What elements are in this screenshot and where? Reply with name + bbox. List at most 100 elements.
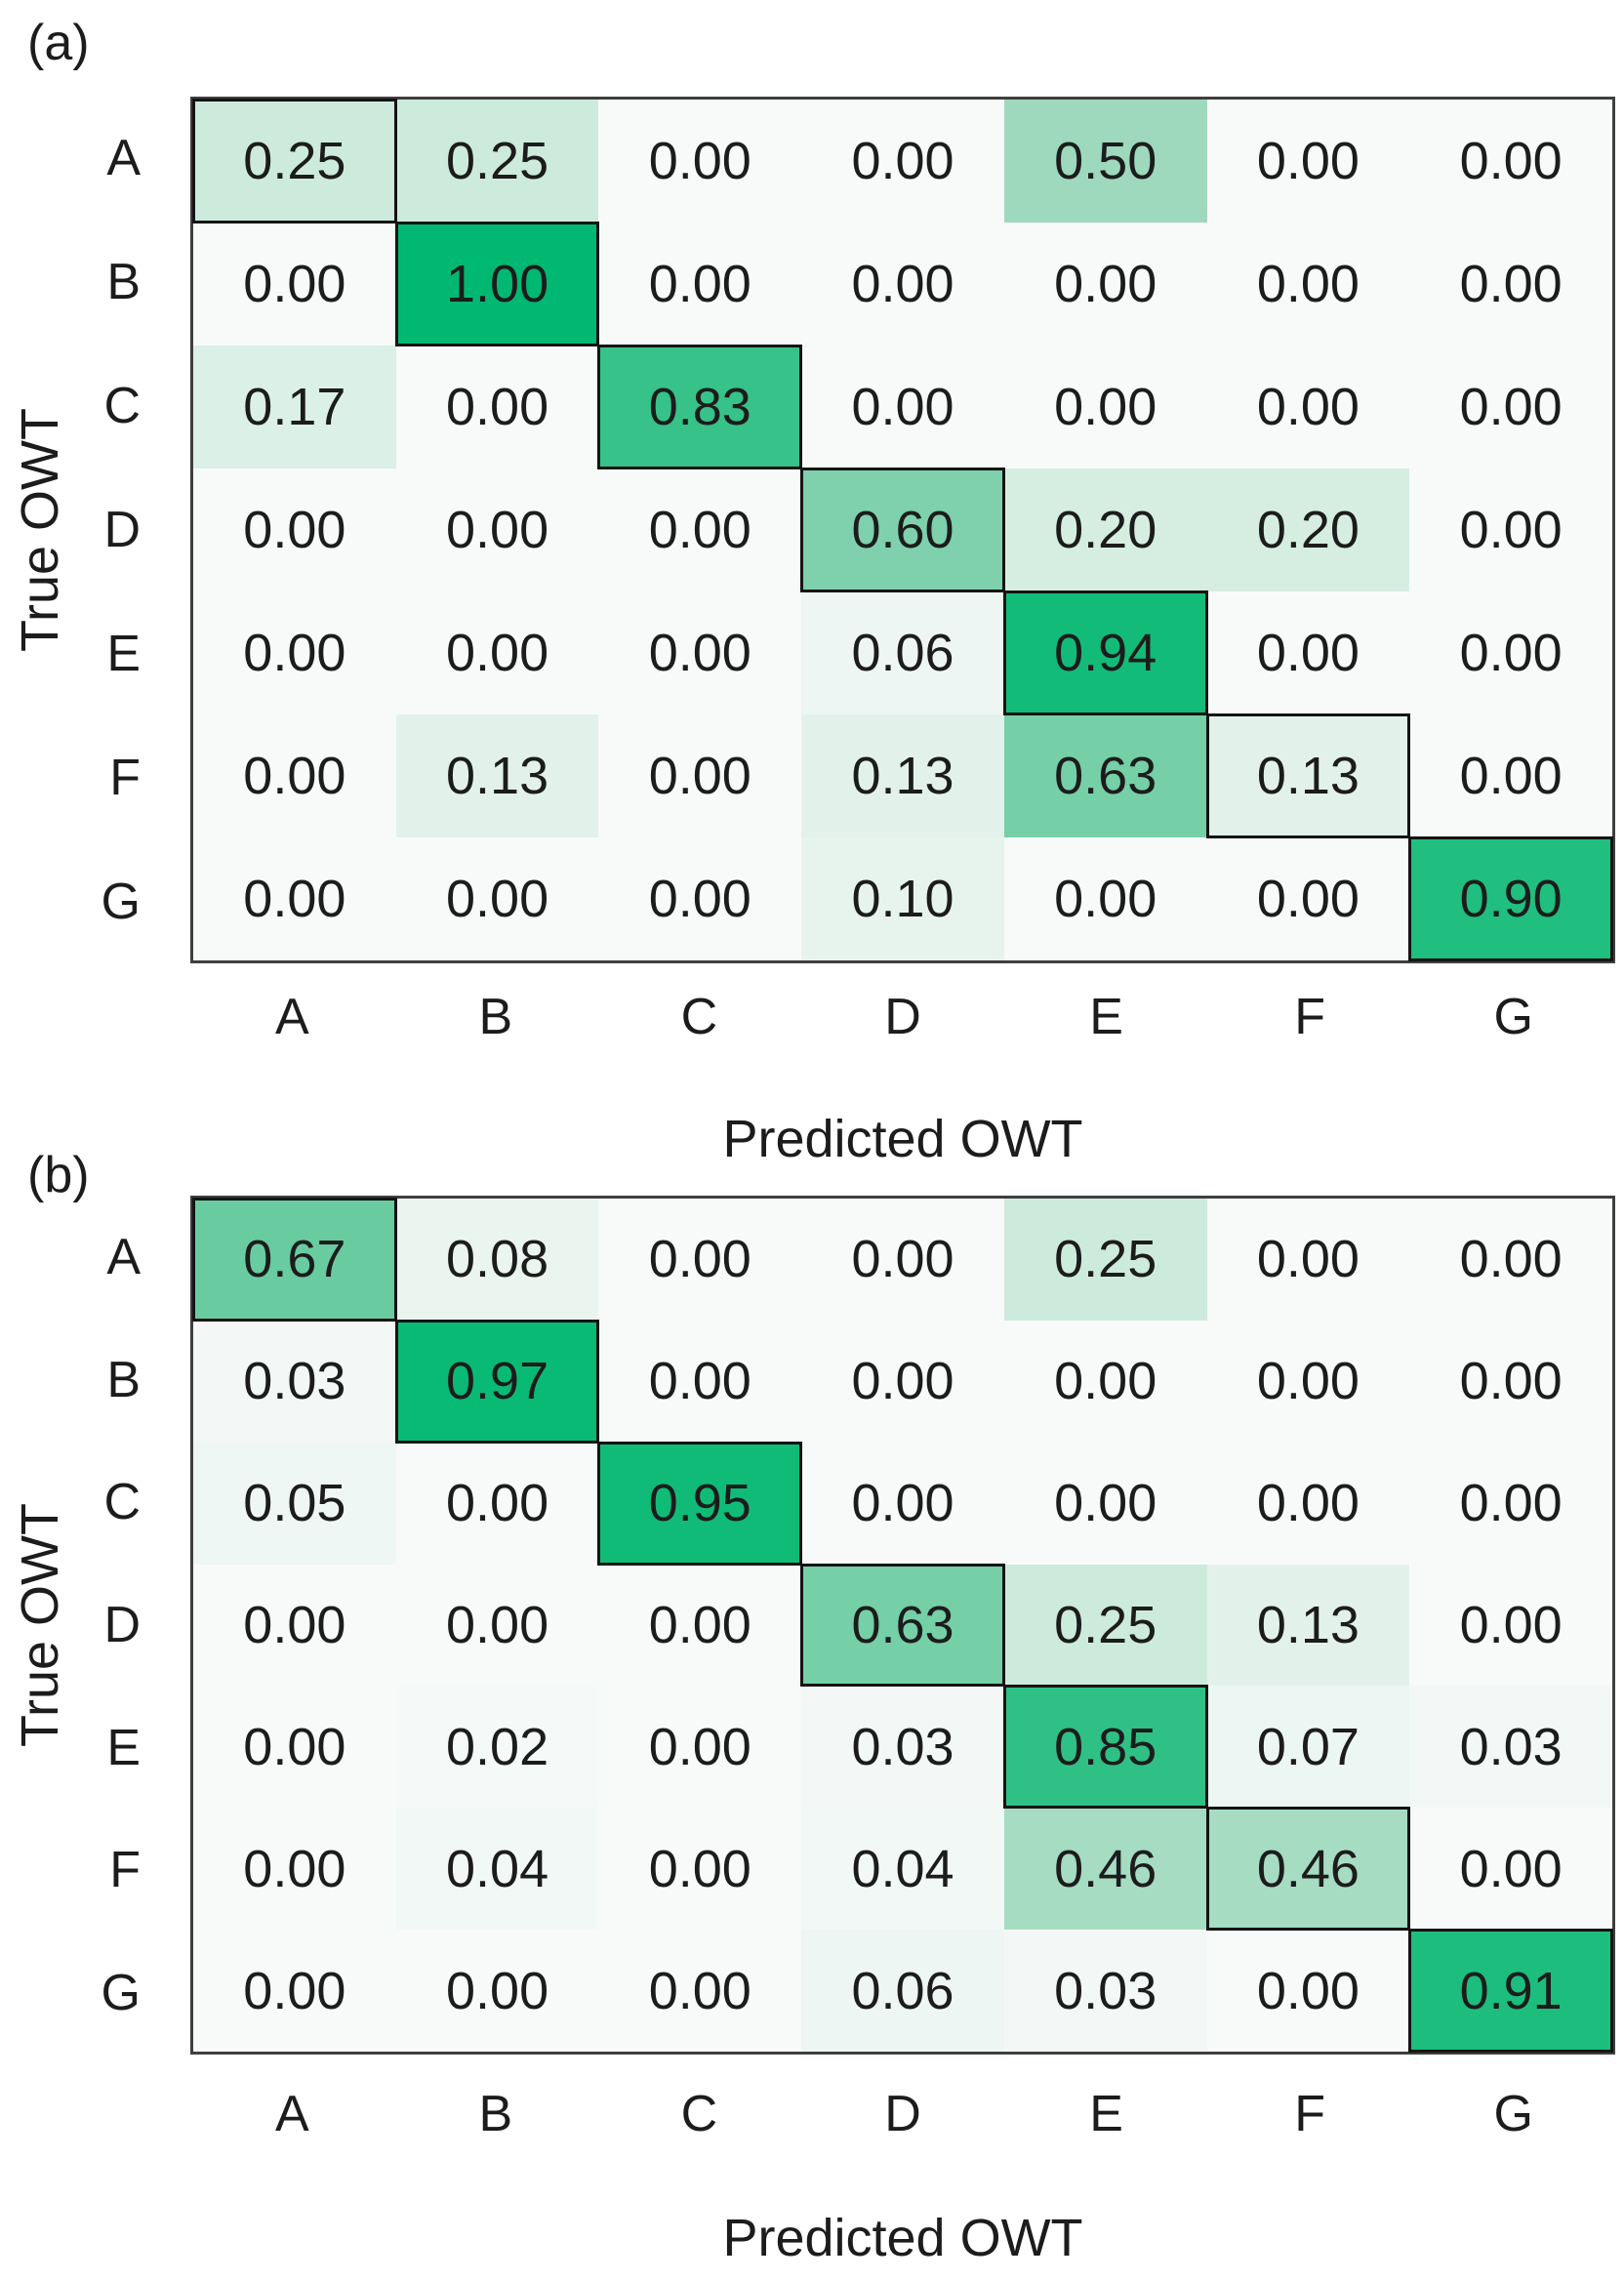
col-label-C: C <box>680 2086 718 2142</box>
matrix-cell-GC: 0.00 <box>598 1930 802 2052</box>
matrix-cell-EG: 0.03 <box>1409 1686 1612 1809</box>
matrix-cell-GE: 0.00 <box>1003 837 1207 960</box>
matrix-cell-DC: 0.00 <box>598 468 802 591</box>
matrix-cell-AA: 0.25 <box>192 99 397 224</box>
matrix-cell-DF: 0.13 <box>1206 1564 1410 1687</box>
matrix-cell-BC: 0.00 <box>598 223 802 346</box>
matrix-cell-DA: 0.00 <box>193 1564 396 1687</box>
row-label-D: D <box>103 502 141 558</box>
matrix-cell-DB: 0.00 <box>395 1564 599 1687</box>
matrix-cell-AF: 0.00 <box>1206 100 1410 223</box>
matrix-cell-GG: 0.90 <box>1408 836 1613 961</box>
matrix-cell-GD: 0.10 <box>801 837 1004 960</box>
matrix-cell-FA: 0.00 <box>193 1808 396 1931</box>
col-label-B: B <box>478 989 513 1045</box>
matrix-cell-CC: 0.95 <box>597 1441 803 1566</box>
panel-a-tag: (a) <box>27 15 90 71</box>
matrix-cell-CE: 0.00 <box>1003 1442 1207 1565</box>
matrix-cell-FF: 0.46 <box>1205 1807 1411 1932</box>
matrix-cell-FC: 0.00 <box>598 1808 802 1931</box>
matrix-cell-EA: 0.00 <box>193 591 396 714</box>
matrix-cell-ED: 0.06 <box>801 591 1004 714</box>
matrix-cell-BB: 0.97 <box>394 1319 600 1444</box>
matrix-cell-FC: 0.00 <box>598 714 802 837</box>
row-label-G: G <box>101 873 141 930</box>
matrix-cell-DG: 0.00 <box>1409 1564 1612 1687</box>
matrix-cell-CD: 0.00 <box>801 1442 1004 1565</box>
panel-a-row-labels: A B C D E F G <box>0 97 168 963</box>
matrix-cell-AB: 0.25 <box>395 100 599 223</box>
matrix-cell-BF: 0.00 <box>1206 223 1410 346</box>
row-label-B: B <box>106 1351 141 1408</box>
matrix-cell-FE: 0.46 <box>1003 1808 1207 1931</box>
matrix-cell-GF: 0.00 <box>1206 837 1410 960</box>
row-label-E: E <box>106 625 141 682</box>
panel-a-col-labels: A B C D E F G <box>190 980 1615 1054</box>
matrix-cell-GG: 0.91 <box>1408 1929 1613 2053</box>
col-label-F: F <box>1294 2086 1326 2142</box>
matrix-cell-ED: 0.03 <box>801 1686 1004 1809</box>
matrix-cell-AD: 0.00 <box>801 100 1004 223</box>
col-label-E: E <box>1089 989 1123 1045</box>
matrix-cell-BE: 0.00 <box>1003 1320 1207 1443</box>
matrix-cell-EC: 0.00 <box>598 591 802 714</box>
row-label-C: C <box>103 1474 141 1531</box>
matrix-cell-EC: 0.00 <box>598 1686 802 1809</box>
matrix-cell-BB: 1.00 <box>394 222 600 346</box>
matrix-cell-FD: 0.04 <box>801 1808 1004 1931</box>
panel-a-x-axis-title: Predicted OWT <box>722 1110 1083 1168</box>
row-label-G: G <box>101 1965 141 2022</box>
matrix-cell-EB: 0.00 <box>395 591 599 714</box>
row-label-F: F <box>109 749 141 806</box>
matrix-cell-FA: 0.00 <box>193 714 396 837</box>
matrix-cell-GF: 0.00 <box>1206 1930 1410 2052</box>
matrix-cell-FD: 0.13 <box>801 714 1004 837</box>
row-label-D: D <box>103 1597 141 1654</box>
col-label-C: C <box>680 989 718 1045</box>
matrix-cell-DD: 0.60 <box>800 468 1005 592</box>
matrix-cell-CA: 0.17 <box>193 346 396 468</box>
matrix-cell-EE: 0.85 <box>1002 1685 1208 1810</box>
matrix-cell-FE: 0.63 <box>1003 714 1207 837</box>
panel-b-x-axis-title: Predicted OWT <box>722 2209 1083 2267</box>
matrix-cell-AC: 0.00 <box>598 100 802 223</box>
matrix-cell-BG: 0.00 <box>1409 223 1612 346</box>
matrix-cell-BA: 0.00 <box>193 223 396 346</box>
row-label-A: A <box>106 130 141 187</box>
matrix-cell-BC: 0.00 <box>598 1320 802 1443</box>
col-label-A: A <box>274 989 309 1045</box>
col-label-A: A <box>274 2086 309 2142</box>
matrix-cell-AF: 0.00 <box>1206 1199 1410 1321</box>
row-label-A: A <box>106 1228 141 1285</box>
matrix-cell-GB: 0.00 <box>395 1930 599 2052</box>
matrix-cell-AA: 0.67 <box>192 1198 397 1322</box>
matrix-cell-DG: 0.00 <box>1409 468 1612 591</box>
matrix-cell-EG: 0.00 <box>1409 591 1612 714</box>
matrix-cell-EA: 0.00 <box>193 1686 396 1809</box>
row-label-F: F <box>109 1842 141 1899</box>
col-label-B: B <box>478 2086 513 2142</box>
matrix-cell-BE: 0.00 <box>1003 223 1207 346</box>
matrix-cell-AC: 0.00 <box>598 1199 802 1321</box>
matrix-cell-CC: 0.83 <box>597 345 803 469</box>
panel-b-confusion-matrix: 0.67 0.08 0.00 0.00 0.25 0.00 0.00 0.03 0.97 0.00… <box>190 1196 1615 2055</box>
matrix-cell-FB: 0.04 <box>395 1808 599 1931</box>
matrix-cell-CB: 0.00 <box>395 1442 599 1565</box>
matrix-cell-EE: 0.94 <box>1002 590 1208 715</box>
panel-a-confusion-matrix: 0.25 0.25 0.00 0.00 0.50 0.00 0.00 0.00 1.00 0.00… <box>190 97 1615 963</box>
matrix-cell-CF: 0.00 <box>1206 346 1410 468</box>
col-label-G: G <box>1493 989 1533 1045</box>
matrix-cell-AG: 0.00 <box>1409 1199 1612 1321</box>
matrix-cell-EB: 0.02 <box>395 1686 599 1809</box>
matrix-cell-DC: 0.00 <box>598 1564 802 1687</box>
panel-b-tag: (b) <box>27 1147 90 1203</box>
matrix-cell-BA: 0.03 <box>193 1320 396 1443</box>
row-label-B: B <box>106 254 141 311</box>
matrix-cell-GA: 0.00 <box>193 837 396 960</box>
col-label-E: E <box>1089 2086 1123 2142</box>
matrix-cell-CA: 0.05 <box>193 1442 396 1565</box>
matrix-cell-AE: 0.50 <box>1003 100 1207 223</box>
matrix-cell-CG: 0.00 <box>1409 346 1612 468</box>
matrix-cell-DE: 0.20 <box>1003 468 1207 591</box>
matrix-cell-CB: 0.00 <box>395 346 599 468</box>
